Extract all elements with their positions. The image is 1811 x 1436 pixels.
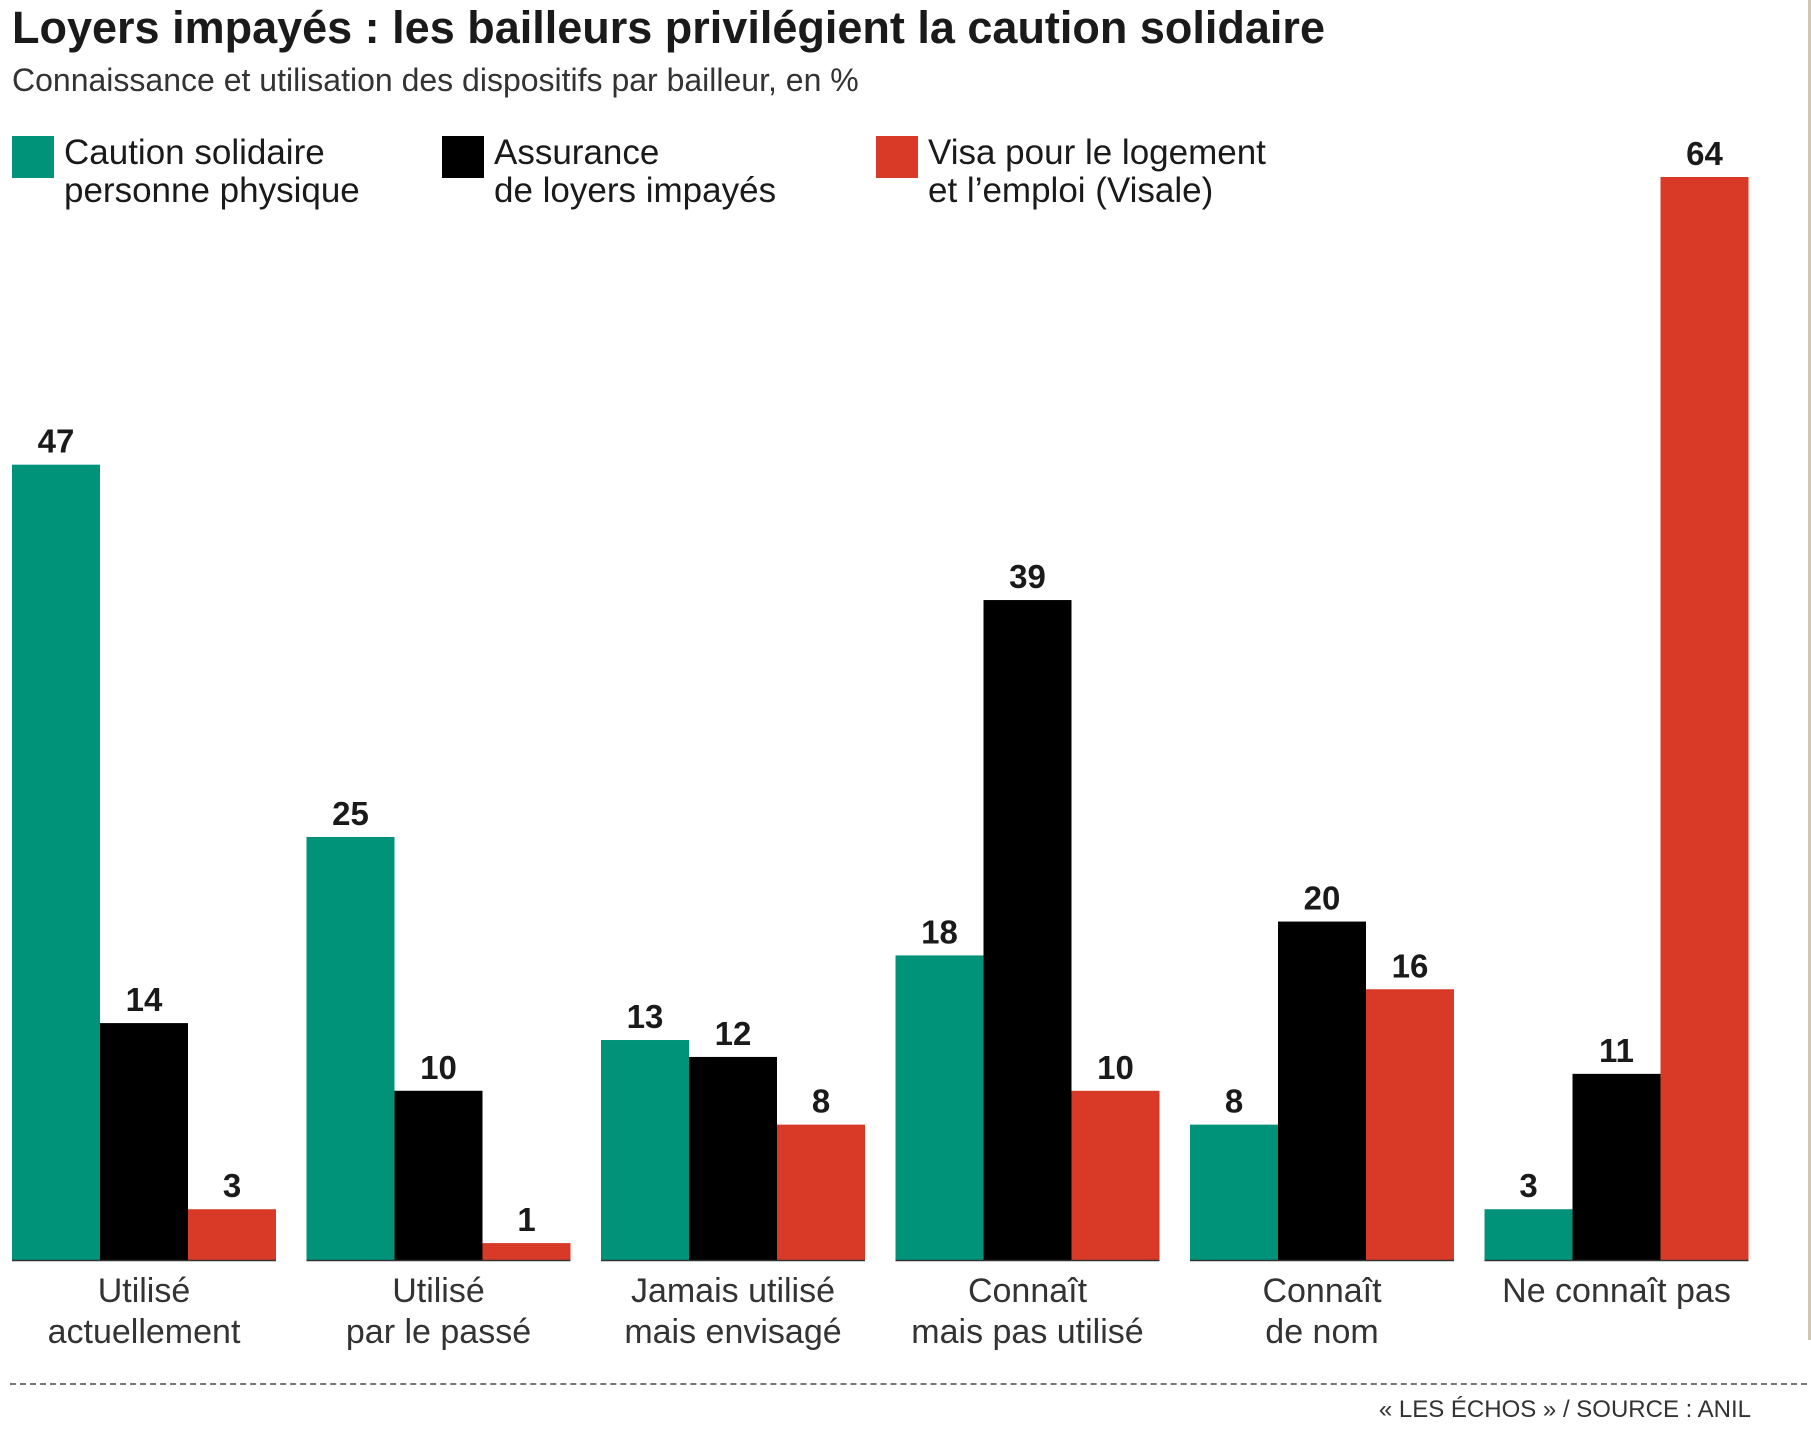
category-label-2-1: mais envisagé — [624, 1313, 841, 1351]
bar-0-1 — [100, 1023, 188, 1260]
category-label-0-1: actuellement — [48, 1313, 241, 1351]
chart-title: Loyers impayés : les bailleurs privilégi… — [12, 2, 1325, 53]
legend-swatch-assurance — [442, 136, 484, 178]
category-label-0-0: Utilisé — [98, 1272, 191, 1310]
bar-value-1-2: 1 — [517, 1201, 535, 1238]
legend-swatch-visale — [876, 136, 918, 178]
legend-item-caution: Caution solidaire personne physique — [12, 134, 360, 210]
footer-divider — [10, 1383, 1807, 1385]
bar-5-0 — [1484, 1209, 1573, 1260]
legend-swatch-caution — [12, 136, 54, 178]
legend-label-assurance: Assurance de loyers impayés — [494, 133, 777, 210]
bar-3-0 — [895, 955, 984, 1260]
chart-subtitle: Connaissance et utilisation des disposit… — [12, 62, 859, 98]
bar-5-2 — [1660, 177, 1749, 1260]
bar-value-3-0: 18 — [921, 913, 958, 950]
legend-label-caution: Caution solidaire personne physique — [64, 133, 360, 210]
page-edge — [1808, 0, 1811, 1340]
category-label-2-0: Jamais utilisé — [631, 1272, 835, 1310]
bar-2-2 — [777, 1124, 865, 1260]
bar-1-1 — [394, 1090, 483, 1260]
bar-value-3-2: 10 — [1097, 1049, 1134, 1086]
bar-value-5-0: 3 — [1519, 1167, 1537, 1204]
bar-value-0-1: 14 — [126, 981, 163, 1018]
bar-1-2 — [482, 1243, 571, 1260]
bar-value-4-1: 20 — [1304, 880, 1341, 917]
legend-item-visale: Visa pour le logement et l’emploi (Visal… — [876, 134, 1266, 210]
category-label-1-1: par le passé — [346, 1313, 531, 1351]
bar-3-2 — [1071, 1090, 1160, 1260]
bar-value-2-2: 8 — [812, 1083, 830, 1120]
category-label-3-1: mais pas utilisé — [911, 1313, 1143, 1351]
bar-value-4-2: 16 — [1392, 947, 1429, 984]
category-label-5-0: Ne connaît pas — [1502, 1272, 1731, 1310]
bar-value-1-1: 10 — [420, 1049, 457, 1086]
bar-value-1-0: 25 — [332, 795, 369, 832]
bar-4-1 — [1278, 921, 1366, 1260]
bar-value-0-2: 3 — [223, 1167, 241, 1204]
bar-2-1 — [689, 1056, 777, 1260]
bar-value-2-1: 12 — [715, 1015, 752, 1052]
bar-5-1 — [1572, 1073, 1661, 1260]
category-label-1-0: Utilisé — [392, 1272, 485, 1310]
bar-4-2 — [1366, 989, 1454, 1260]
bar-1-0 — [306, 836, 395, 1260]
bar-2-0 — [601, 1040, 689, 1260]
bar-4-0 — [1190, 1124, 1278, 1260]
bar-value-3-1: 39 — [1009, 558, 1046, 595]
bar-3-1 — [983, 600, 1072, 1260]
category-label-4-0: Connaît — [1262, 1272, 1382, 1310]
bar-value-4-0: 8 — [1225, 1083, 1243, 1120]
bar-0-0 — [12, 464, 100, 1260]
legend-label-visale: Visa pour le logement et l’emploi (Visal… — [928, 133, 1266, 210]
bar-value-2-0: 13 — [627, 998, 664, 1035]
bar-value-0-0: 47 — [38, 423, 75, 460]
bar-value-5-2: 64 — [1686, 135, 1723, 172]
bar-chart: 47143Utiliséactuellement25101Utilisépar … — [12, 135, 1749, 1351]
bar-0-2 — [188, 1209, 276, 1260]
category-label-4-1: de nom — [1265, 1313, 1378, 1351]
category-label-3-0: Connaît — [968, 1272, 1088, 1310]
bar-value-5-1: 11 — [1599, 1032, 1634, 1069]
source-credit: « LES ÉCHOS » / SOURCE : ANIL — [1378, 1396, 1751, 1423]
legend-item-assurance: Assurance de loyers impayés — [442, 134, 776, 210]
